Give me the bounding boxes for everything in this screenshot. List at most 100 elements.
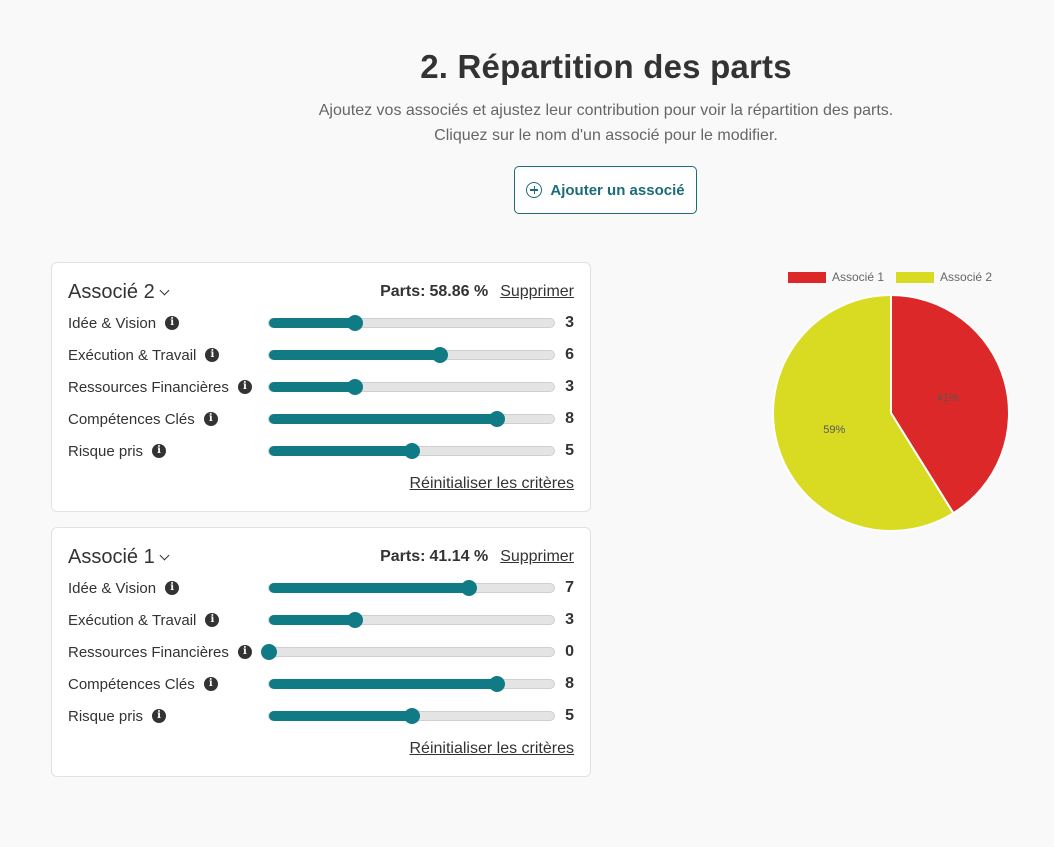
associate-card-header: Associé 1 Parts: 41.14 % Supprimer — [68, 544, 574, 570]
criterion-label: Exécution & Travail i — [68, 347, 268, 364]
criterion-label-text: Compétences Clés — [68, 675, 195, 693]
criterion-label-text: Ressources Financières — [68, 378, 229, 396]
slider-thumb[interactable] — [432, 347, 448, 363]
info-icon[interactable]: i — [237, 645, 252, 659]
info-icon[interactable]: i — [205, 348, 220, 362]
slider-fill — [269, 350, 440, 360]
criterion-row: Idée & Vision i 7 — [68, 576, 574, 600]
slider-thumb[interactable] — [346, 379, 363, 395]
slider-fill — [269, 318, 355, 328]
criterion-label: Compétences Clés i — [68, 411, 268, 428]
criterion-value: 6 — [565, 346, 574, 363]
associate-name-text: Associé 2 — [68, 280, 155, 303]
criterion-slider[interactable] — [268, 379, 555, 395]
criterion-slider[interactable] — [268, 580, 555, 596]
legend-item[interactable]: Associé 2 — [896, 270, 992, 284]
criterion-slider[interactable] — [268, 443, 555, 459]
criterion-slider[interactable] — [268, 347, 555, 363]
criterion-slider[interactable] — [268, 612, 555, 628]
page-title: 2. Répartition des parts — [420, 48, 792, 85]
shares-pie-chart: 41% 59% Associé 1 Associé 2 — [760, 262, 1020, 542]
slider-fill — [269, 382, 355, 392]
criterion-value: 3 — [565, 314, 574, 331]
criterion-slider[interactable] — [268, 676, 555, 692]
criterion-row: Risque pris i 5 — [68, 704, 574, 728]
criterion-value: 3 — [565, 611, 574, 628]
criterion-value: 8 — [565, 675, 574, 692]
associate-name-text: Associé 1 — [68, 545, 155, 568]
info-icon[interactable]: i — [237, 380, 252, 394]
pie-chart-svg: 41% 59% — [772, 293, 1010, 532]
section-heading: 2. Répartition des parts Ajoutez vos ass… — [0, 48, 1054, 148]
slider-thumb[interactable] — [460, 580, 477, 596]
slider-fill — [269, 583, 469, 593]
info-icon[interactable]: i — [203, 677, 218, 691]
criterion-label-text: Ressources Financières — [68, 643, 229, 661]
criterion-value: 3 — [565, 378, 574, 395]
subtitle-line-1: Ajoutez vos associés et ajustez leur con… — [318, 102, 894, 119]
slider-fill — [269, 615, 355, 625]
criterion-slider[interactable] — [268, 708, 555, 724]
slider-thumb[interactable] — [489, 411, 505, 427]
criterion-label: Idée & Vision i — [68, 580, 268, 597]
slider-fill — [269, 446, 412, 456]
slider-thumb[interactable] — [346, 612, 363, 628]
criterion-value: 5 — [565, 707, 574, 724]
parts-label: Parts: — [380, 548, 426, 565]
criterion-label: Risque pris i — [68, 708, 268, 725]
criterion-row: Exécution & Travail i 6 — [68, 343, 574, 367]
parts-value: 41.14 % — [429, 548, 489, 565]
info-icon[interactable]: i — [152, 444, 167, 458]
criterion-slider[interactable] — [268, 411, 555, 427]
criterion-value: 7 — [565, 579, 574, 596]
associate-name[interactable]: Associé 1 — [68, 545, 170, 569]
criterion-row: Compétences Clés i 8 — [68, 407, 574, 431]
criterion-label: Idée & Vision i — [68, 315, 268, 332]
slider-thumb[interactable] — [346, 315, 363, 331]
legend-item[interactable]: Associé 1 — [788, 270, 884, 284]
criterion-label: Compétences Clés i — [68, 676, 268, 693]
criterion-label: Exécution & Travail i — [68, 612, 268, 629]
associate-name[interactable]: Associé 2 — [68, 280, 170, 304]
add-associate-label: Ajouter un associé — [550, 181, 685, 199]
pie-slice[interactable] — [772, 293, 955, 532]
delete-associate-link[interactable]: Supprimer — [500, 548, 574, 565]
criterion-row: Exécution & Travail i 3 — [68, 608, 574, 632]
slider-thumb[interactable] — [403, 708, 420, 724]
chevron-down-icon — [159, 550, 170, 560]
slider-thumb[interactable] — [403, 443, 420, 459]
info-icon[interactable]: i — [205, 613, 220, 627]
criterion-label-text: Idée & Vision — [68, 579, 157, 597]
info-icon[interactable]: i — [152, 709, 167, 723]
slider-thumb[interactable] — [261, 644, 277, 660]
criterion-row: Compétences Clés i 8 — [68, 672, 574, 696]
reset-criteria-link[interactable]: Réinitialiser les critères — [409, 475, 575, 492]
reset-criteria-link[interactable]: Réinitialiser les critères — [409, 740, 575, 757]
delete-associate-link[interactable]: Supprimer — [500, 283, 574, 300]
criterion-label-text: Idée & Vision — [68, 314, 157, 332]
criterion-label: Ressources Financières i — [68, 379, 268, 396]
chevron-down-icon — [159, 285, 170, 295]
subtitle-line-2: Cliquez sur le nom d'un associé pour le … — [434, 127, 778, 144]
slider-thumb[interactable] — [489, 676, 505, 692]
associate-card: Associé 1 Parts: 41.14 % Supprimer Idée &… — [51, 527, 591, 777]
parts-percentage: Parts: 41.14 % — [380, 548, 488, 566]
page-subtitle: Ajoutez vos associés et ajustez leur con… — [319, 98, 894, 148]
criterion-slider[interactable] — [261, 644, 555, 660]
info-icon[interactable]: i — [165, 316, 180, 330]
info-icon[interactable]: i — [165, 581, 180, 595]
criterion-value: 0 — [565, 643, 574, 660]
criterion-row: Risque pris i 5 — [68, 439, 574, 463]
criterion-row: Ressources Financières i 0 — [68, 640, 574, 664]
pie-slice-label: 59% — [823, 424, 845, 436]
slider-fill — [269, 414, 497, 424]
add-associate-button[interactable]: Ajouter un associé — [514, 166, 697, 214]
slider-fill — [269, 711, 412, 721]
criterion-label-text: Risque pris — [68, 707, 144, 725]
criterion-row: Idée & Vision i 3 — [68, 311, 574, 335]
legend-label: Associé 1 — [832, 270, 885, 284]
criterion-label: Ressources Financières i — [68, 644, 268, 661]
legend-swatch — [788, 271, 826, 283]
criterion-slider[interactable] — [268, 315, 555, 331]
info-icon[interactable]: i — [203, 412, 218, 426]
